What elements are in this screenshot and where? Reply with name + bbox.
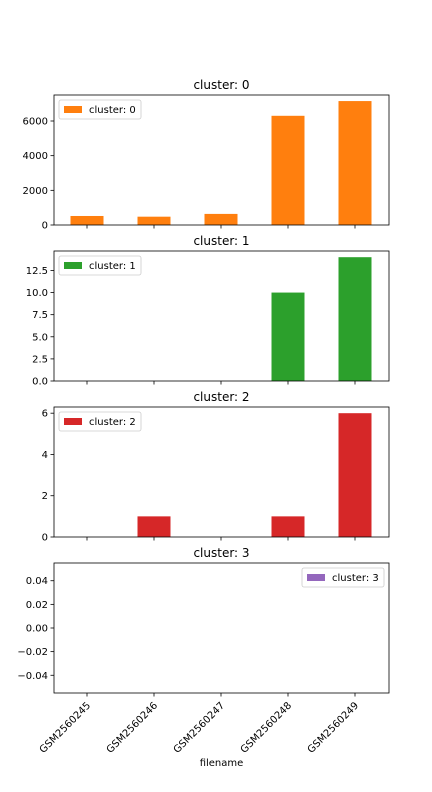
- legend-label: cluster: 1: [89, 261, 136, 272]
- subplot-1: cluster: 1 0.0 2.5 5.0 7.5 10.0 12.5 cluster: 1: [26, 234, 390, 388]
- y-tick-label: 7.5: [32, 310, 48, 321]
- y-tick-label: 4000: [23, 151, 48, 162]
- y-tick-label: 0: [42, 221, 48, 232]
- legend-box: [58, 411, 142, 432]
- legend: cluster: 3: [301, 567, 385, 588]
- legend-box: [58, 255, 142, 276]
- subplot-title: cluster: 2: [193, 390, 249, 404]
- y-tick-label: −0.02: [17, 647, 48, 658]
- legend-swatch: [64, 262, 82, 269]
- y-tick-label: 2.5: [32, 354, 48, 365]
- legend-swatch: [307, 574, 325, 581]
- bar: [271, 516, 305, 537]
- plot-frame: [53, 250, 390, 382]
- legend-box: [301, 567, 385, 588]
- subplot-title: cluster: 3: [193, 546, 249, 560]
- legend: cluster: 2: [58, 411, 142, 432]
- legend-swatch: [64, 106, 82, 113]
- x-tick-label: GSM2560247: [172, 700, 227, 755]
- bar: [271, 292, 305, 381]
- y-tick-label: 6000: [23, 117, 48, 128]
- legend-swatch: [64, 418, 82, 425]
- subplot-title: cluster: 1: [193, 234, 249, 248]
- y-tick-label: −0.04: [17, 671, 48, 682]
- bar: [70, 215, 104, 225]
- y-tick-label: 2: [42, 491, 48, 502]
- y-tick-label: 0.02: [26, 600, 48, 611]
- bar: [204, 213, 238, 225]
- subplot-2: cluster: 2 0 2 4 6 cluster: 2: [42, 390, 390, 544]
- x-axis-label: filename: [200, 758, 244, 769]
- x-tick-label: GSM2560248: [239, 700, 294, 755]
- y-tick-label: 2000: [23, 186, 48, 197]
- x-tick-label: GSM2560246: [105, 700, 160, 755]
- subplot-title: cluster: 0: [193, 78, 249, 92]
- bar: [271, 115, 305, 225]
- shared-x-axis: GSM2560245 GSM2560246 GSM2560247 GSM2560248…: [38, 700, 361, 755]
- bar: [137, 516, 171, 537]
- legend-label: cluster: 3: [332, 573, 379, 584]
- x-tick-label: GSM2560249: [306, 700, 361, 755]
- legend: cluster: 0: [58, 99, 142, 120]
- y-tick-label: 12.5: [26, 266, 48, 277]
- legend-box: [58, 99, 142, 120]
- bar: [338, 257, 372, 381]
- legend: cluster: 1: [58, 255, 142, 276]
- subplot-3: cluster: 3 −0.04 −0.02 0.00 0.02 0.04 cluster:…: [17, 546, 390, 697]
- plot-frame: [53, 94, 390, 226]
- y-tick-label: 4: [42, 450, 48, 461]
- legend-label: cluster: 0: [89, 105, 136, 116]
- bar: [338, 413, 372, 537]
- y-tick-label: 5.0: [32, 332, 48, 343]
- plot-frame: [53, 406, 390, 538]
- bar: [338, 101, 372, 225]
- y-tick-label: 0: [42, 533, 48, 544]
- subplot-0: cluster: 0 0 2000 4000 6000 cluster: 0: [23, 78, 390, 232]
- y-tick-label: 0.0: [32, 377, 48, 388]
- y-tick-label: 10.0: [26, 288, 48, 299]
- legend-label: cluster: 2: [89, 417, 136, 428]
- y-tick-label: 6: [42, 409, 48, 420]
- bar: [137, 216, 171, 225]
- y-tick-label: 0.04: [26, 576, 48, 587]
- x-tick-label: GSM2560245: [38, 700, 93, 755]
- y-tick-label: 0.00: [26, 624, 48, 635]
